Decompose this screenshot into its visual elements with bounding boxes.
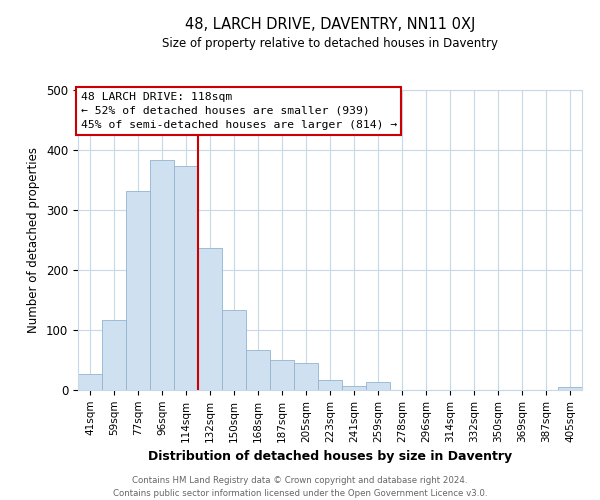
- Bar: [222, 310, 246, 390]
- Bar: [174, 166, 198, 390]
- X-axis label: Distribution of detached houses by size in Daventry: Distribution of detached houses by size …: [148, 450, 512, 463]
- Bar: [318, 380, 342, 390]
- Bar: [294, 363, 318, 390]
- Bar: [198, 248, 222, 390]
- Bar: [366, 382, 390, 390]
- Bar: [270, 360, 294, 390]
- Text: Contains HM Land Registry data © Crown copyright and database right 2024.
Contai: Contains HM Land Registry data © Crown c…: [113, 476, 487, 498]
- Bar: [126, 192, 150, 390]
- Text: Size of property relative to detached houses in Daventry: Size of property relative to detached ho…: [162, 38, 498, 51]
- Text: 48 LARCH DRIVE: 118sqm
← 52% of detached houses are smaller (939)
45% of semi-de: 48 LARCH DRIVE: 118sqm ← 52% of detached…: [80, 92, 397, 130]
- Bar: [150, 160, 174, 390]
- Bar: [102, 320, 126, 390]
- Text: 48, LARCH DRIVE, DAVENTRY, NN11 0XJ: 48, LARCH DRIVE, DAVENTRY, NN11 0XJ: [185, 18, 475, 32]
- Bar: [246, 350, 270, 390]
- Bar: [558, 387, 582, 390]
- Bar: [342, 386, 366, 390]
- Bar: [78, 374, 102, 390]
- Y-axis label: Number of detached properties: Number of detached properties: [28, 147, 40, 333]
